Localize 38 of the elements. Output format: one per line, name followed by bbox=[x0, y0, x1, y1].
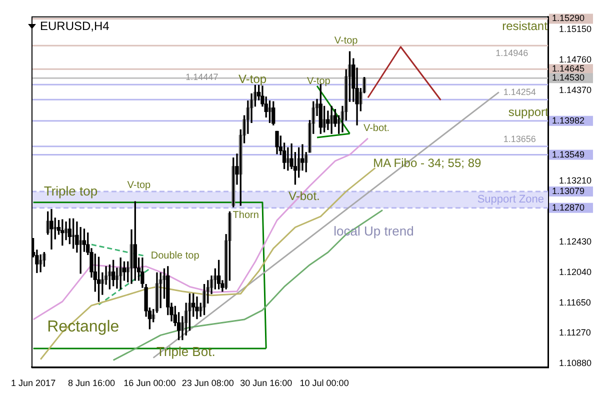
y-tick-label: 1.14760 bbox=[559, 54, 592, 65]
ref-line-label: 1.13549 bbox=[552, 149, 585, 160]
annotation: V-top bbox=[127, 180, 152, 192]
annotation: V-bot. bbox=[363, 123, 390, 134]
band-label: Support Zone bbox=[477, 194, 544, 206]
ref-line-label: 1.14530 bbox=[552, 72, 585, 83]
x-tick-label: 1 Jun 2017 bbox=[11, 378, 56, 388]
ref-line-label: 1.15290 bbox=[552, 13, 585, 24]
ref-line-label: 1.13982 bbox=[552, 115, 585, 126]
annotation: V-top bbox=[306, 76, 331, 88]
annotation: 1.14254 bbox=[503, 87, 536, 98]
y-tick-label: 1.15150 bbox=[559, 24, 592, 34]
y-tick-label: 1.11650 bbox=[559, 298, 591, 308]
annotation: 1.14946 bbox=[496, 48, 528, 58]
ref-line-label: 1.14645 bbox=[552, 64, 585, 74]
annotation: Thorn bbox=[232, 210, 259, 222]
annotation: V-bot. bbox=[288, 189, 320, 204]
x-tick-label: 16 Jun 00:00 bbox=[124, 378, 176, 388]
y-tick-label: 1.14370 bbox=[559, 85, 592, 96]
annotation: Triple top bbox=[44, 183, 98, 198]
annotation: Double top bbox=[150, 250, 200, 262]
annotation: resistant bbox=[502, 19, 548, 34]
annotation: V-top bbox=[334, 36, 358, 47]
ref-line-label: 1.13079 bbox=[552, 186, 585, 196]
y-tick-label: 1.12430 bbox=[559, 236, 592, 247]
x-tick-label: 30 Jun 16:00 bbox=[240, 378, 292, 388]
chart-title: EURUSD,H4 bbox=[40, 19, 110, 33]
y-tick-label: 1.11270 bbox=[559, 327, 591, 338]
annotation: 1.13656 bbox=[503, 134, 536, 144]
x-tick-label: 23 Jun 08:00 bbox=[182, 378, 234, 388]
ref-line-label: 1.12870 bbox=[552, 202, 585, 212]
y-tick-label: 1.12040 bbox=[559, 267, 592, 278]
y-tick-label: 1.10880 bbox=[559, 358, 592, 368]
annotation: V-top bbox=[238, 72, 267, 86]
x-tick-label: 8 Jun 16:00 bbox=[68, 378, 116, 388]
annotation: MA Fibo - 34; 55; 89 bbox=[373, 156, 482, 170]
x-tick-label: 10 Jul 00:00 bbox=[300, 378, 349, 388]
y-tick-label: 1.13210 bbox=[559, 176, 592, 186]
